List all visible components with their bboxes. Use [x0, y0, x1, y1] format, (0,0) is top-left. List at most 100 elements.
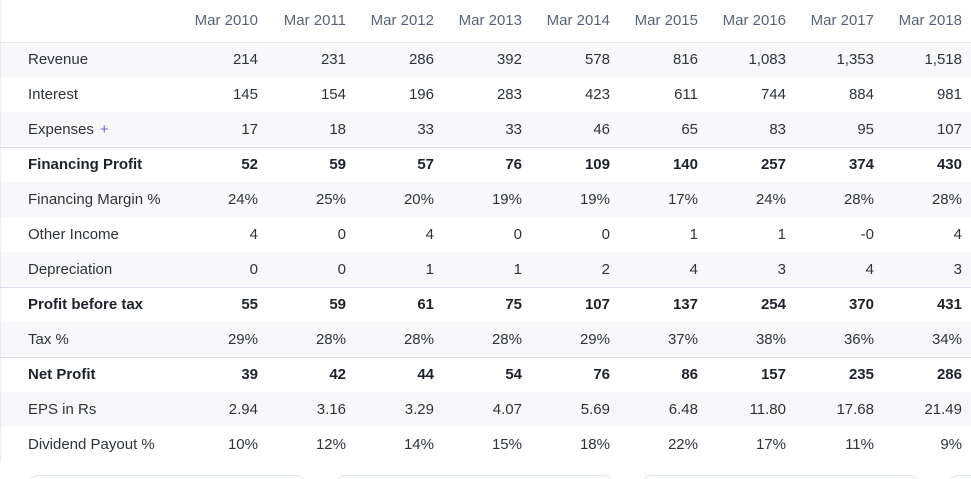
value-cell: 76: [443, 146, 531, 182]
value-cell: 17: [241, 120, 258, 138]
column-header: Mar 2012: [355, 0, 443, 43]
value-cell: 4: [249, 226, 258, 243]
value-cell: 0: [601, 226, 610, 243]
value-cell: 54: [443, 356, 531, 392]
table-row[interactable]: Profit before tax 55 59 61 75 107 137 254 370 431: [0, 286, 971, 322]
column-header: Mar 2016: [707, 0, 795, 43]
expand-row-plus-icon[interactable]: +: [99, 120, 109, 138]
value-cell: 18%: [579, 436, 610, 453]
table-row[interactable]: Net Profit 39 42 44 54 76 86 157 235 286: [0, 356, 971, 392]
value-cell: 4: [953, 226, 962, 243]
growth-card-placeholder-1: [30, 475, 305, 479]
value-cell: 9%: [940, 436, 962, 453]
value-cell: 76: [531, 356, 619, 392]
row-label: Depreciation: [28, 260, 113, 278]
table-row[interactable]: Revenue 214 231 286 392 578 816 1,083 1,353 1,518: [0, 42, 971, 77]
value-cell: 18: [329, 120, 346, 138]
row-label-cell: Financing Profit: [0, 146, 179, 182]
value-cell: 140: [619, 146, 707, 182]
value-cell: 431: [883, 286, 971, 322]
value-cell: 578: [584, 51, 610, 69]
value-cell: 4: [425, 226, 434, 243]
growth-cards-strip: [0, 475, 971, 479]
row-label: Net Profit: [28, 366, 96, 384]
table-row[interactable]: Financing Margin % 24% 25% 20% 19% 19% 17% 24% 2…: [0, 182, 971, 217]
value-cell: 3: [953, 260, 962, 278]
row-label-cell: Depreciation: [1, 252, 180, 287]
column-header: Mar 2015: [619, 0, 707, 43]
row-label: Expenses: [28, 120, 94, 138]
value-cell: 107: [936, 120, 962, 138]
value-cell: 29%: [579, 330, 610, 348]
value-cell: 28%: [403, 330, 434, 348]
column-header: Mar 2017: [795, 0, 883, 43]
column-header: Mar 2014: [531, 0, 619, 43]
value-cell: 38%: [755, 330, 786, 348]
value-cell: 65: [681, 120, 698, 138]
value-cell: 4: [689, 260, 698, 278]
value-cell: 3.29: [404, 401, 434, 418]
value-cell: 0: [513, 226, 522, 243]
value-cell: 15%: [491, 436, 522, 453]
value-cell: 86: [619, 356, 707, 392]
table-row[interactable]: Other Income 4 0 4 0 0 1 1 -0 4: [1, 217, 971, 252]
value-cell: 59: [267, 146, 355, 182]
value-cell: 157: [707, 356, 795, 392]
row-label-cell: Dividend Payout %: [1, 427, 180, 462]
value-cell: 145: [232, 86, 258, 103]
value-cell: 286: [408, 51, 434, 69]
row-label-cell: Profit before tax: [0, 286, 179, 322]
table-row[interactable]: Interest 145 154 196 283 423 611 744 884 981: [1, 77, 971, 112]
growth-card-placeholder-4: [950, 475, 971, 479]
value-cell: 370: [795, 286, 883, 322]
value-cell: 11%: [845, 436, 874, 453]
value-cell: 12%: [315, 436, 346, 453]
column-header: Mar 2018: [883, 0, 971, 43]
row-label: EPS in Rs: [28, 401, 97, 418]
value-cell: 1: [425, 260, 434, 278]
value-cell: 4.07: [492, 401, 522, 418]
table-row[interactable]: EPS in Rs 2.94 3.16 3.29 4.07 5.69 6.48 11.80 17…: [0, 392, 971, 427]
value-cell: 33: [417, 120, 434, 138]
table-row[interactable]: Tax % 29% 28% 28% 28% 29% 37% 38% 36% 34%: [0, 322, 971, 357]
value-cell: 28%: [931, 191, 962, 208]
value-cell: 611: [674, 86, 698, 103]
value-cell: 1: [513, 260, 522, 278]
value-cell: 137: [619, 286, 707, 322]
value-cell: 254: [707, 286, 795, 322]
value-cell: 374: [795, 146, 883, 182]
value-cell: 61: [355, 286, 443, 322]
value-cell: 981: [936, 86, 962, 103]
value-cell: 55: [179, 286, 267, 322]
value-cell: -0: [860, 226, 874, 243]
profit-loss-table: Mar 2010 Mar 2011 Mar 2012 Mar 2013 Mar 2014…: [0, 0, 971, 462]
table-row[interactable]: Depreciation 0 0 1 1 2 4 3 4 3: [0, 252, 971, 287]
row-label-cell: Other Income: [1, 217, 180, 252]
value-cell: 14%: [403, 436, 434, 453]
value-cell: 44: [355, 356, 443, 392]
value-cell: 20%: [403, 191, 434, 208]
value-cell: 744: [760, 86, 786, 103]
value-cell: 11.80: [749, 401, 786, 418]
row-label-cell: Interest: [1, 77, 180, 112]
table-row[interactable]: Dividend Payout % 10% 12% 14% 15% 18% 22% 17% 11…: [1, 427, 971, 462]
value-cell: 430: [883, 146, 971, 182]
value-cell: 1: [777, 226, 786, 243]
value-cell: 107: [531, 286, 619, 322]
value-cell: 2: [601, 260, 610, 278]
value-cell: 37%: [667, 330, 698, 348]
value-cell: 286: [883, 356, 971, 392]
table-row[interactable]: Expenses +17 18 33 33 46 65 83 95 107: [0, 112, 971, 147]
value-cell: 29%: [227, 330, 258, 348]
value-cell: 5.69: [580, 401, 610, 418]
row-label: Profit before tax: [28, 296, 144, 314]
value-cell: 28%: [491, 330, 522, 348]
row-label-cell: Revenue: [1, 42, 180, 77]
value-cell: 1: [689, 226, 698, 243]
table-row[interactable]: Financing Profit 52 59 57 76 109 140 257 374 430: [0, 146, 971, 182]
value-cell: 816: [672, 51, 698, 69]
value-cell: 46: [593, 120, 610, 138]
row-label-cell: EPS in Rs: [1, 392, 180, 427]
growth-card-placeholder-3: [643, 475, 918, 479]
row-label: Financing Margin %: [28, 191, 161, 208]
